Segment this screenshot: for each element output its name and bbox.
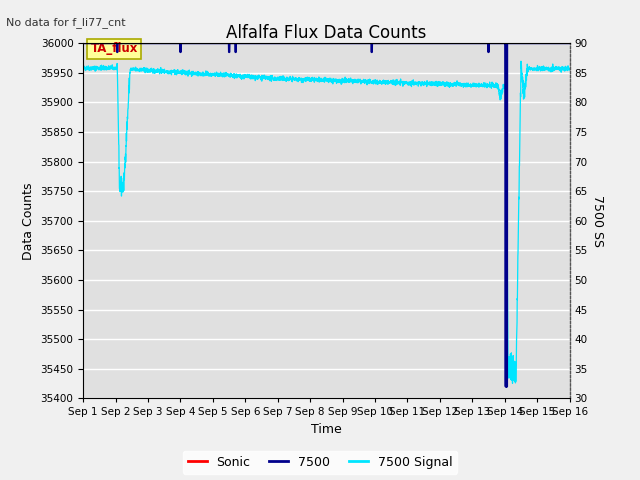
Legend: Sonic, 7500, 7500 Signal: Sonic, 7500, 7500 Signal — [183, 451, 457, 474]
Y-axis label: 7500 SS: 7500 SS — [591, 195, 604, 247]
Text: No data for f_li77_cnt: No data for f_li77_cnt — [6, 17, 126, 28]
Text: TA_flux: TA_flux — [90, 42, 138, 55]
Title: Alfalfa Flux Data Counts: Alfalfa Flux Data Counts — [226, 24, 427, 42]
X-axis label: Time: Time — [311, 423, 342, 436]
Y-axis label: Data Counts: Data Counts — [22, 182, 35, 260]
